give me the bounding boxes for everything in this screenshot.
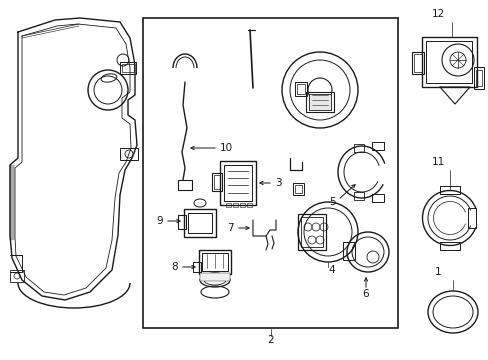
Text: 9: 9 bbox=[156, 216, 163, 226]
Text: 8: 8 bbox=[171, 262, 178, 272]
Bar bbox=[183, 209, 216, 237]
Bar bbox=[178, 180, 192, 190]
Text: 3: 3 bbox=[274, 178, 281, 188]
Bar bbox=[305, 92, 333, 112]
Bar bbox=[371, 142, 383, 150]
Bar bbox=[296, 84, 305, 94]
Text: 4: 4 bbox=[328, 265, 335, 275]
Bar bbox=[411, 52, 423, 74]
Bar bbox=[421, 37, 476, 87]
Text: 11: 11 bbox=[431, 157, 445, 167]
Bar bbox=[467, 208, 475, 228]
Text: 6: 6 bbox=[362, 289, 368, 299]
Bar bbox=[122, 64, 134, 72]
Bar bbox=[297, 214, 325, 250]
Bar bbox=[342, 242, 354, 260]
Bar bbox=[214, 175, 220, 189]
Bar bbox=[294, 82, 306, 96]
Text: 1: 1 bbox=[434, 267, 441, 277]
Bar bbox=[292, 183, 304, 195]
Bar bbox=[178, 215, 185, 229]
Bar bbox=[413, 54, 421, 72]
Text: 2: 2 bbox=[267, 335, 274, 345]
Bar bbox=[353, 192, 363, 200]
Bar bbox=[439, 186, 459, 194]
Bar bbox=[202, 253, 227, 271]
Bar bbox=[301, 217, 323, 247]
Bar bbox=[225, 203, 230, 207]
Bar bbox=[294, 185, 302, 193]
Bar bbox=[142, 18, 397, 328]
Bar bbox=[187, 213, 212, 233]
Bar bbox=[353, 144, 363, 152]
Bar bbox=[212, 173, 222, 191]
Bar bbox=[425, 41, 471, 83]
Bar bbox=[193, 262, 201, 272]
Bar bbox=[473, 67, 483, 89]
Text: 12: 12 bbox=[431, 9, 445, 19]
Bar bbox=[220, 161, 256, 205]
Bar bbox=[240, 203, 244, 207]
Bar bbox=[232, 203, 238, 207]
Bar bbox=[200, 273, 229, 281]
Bar bbox=[120, 148, 138, 160]
Bar bbox=[199, 250, 230, 274]
Bar bbox=[439, 242, 459, 250]
Text: 10: 10 bbox=[220, 143, 233, 153]
Bar bbox=[371, 194, 383, 202]
Bar bbox=[10, 270, 24, 282]
Text: 5: 5 bbox=[329, 197, 335, 207]
Bar bbox=[224, 165, 251, 201]
Bar bbox=[475, 70, 481, 86]
Bar bbox=[120, 62, 136, 74]
Text: 7: 7 bbox=[227, 223, 234, 233]
Bar bbox=[308, 94, 330, 110]
Bar bbox=[246, 203, 251, 207]
